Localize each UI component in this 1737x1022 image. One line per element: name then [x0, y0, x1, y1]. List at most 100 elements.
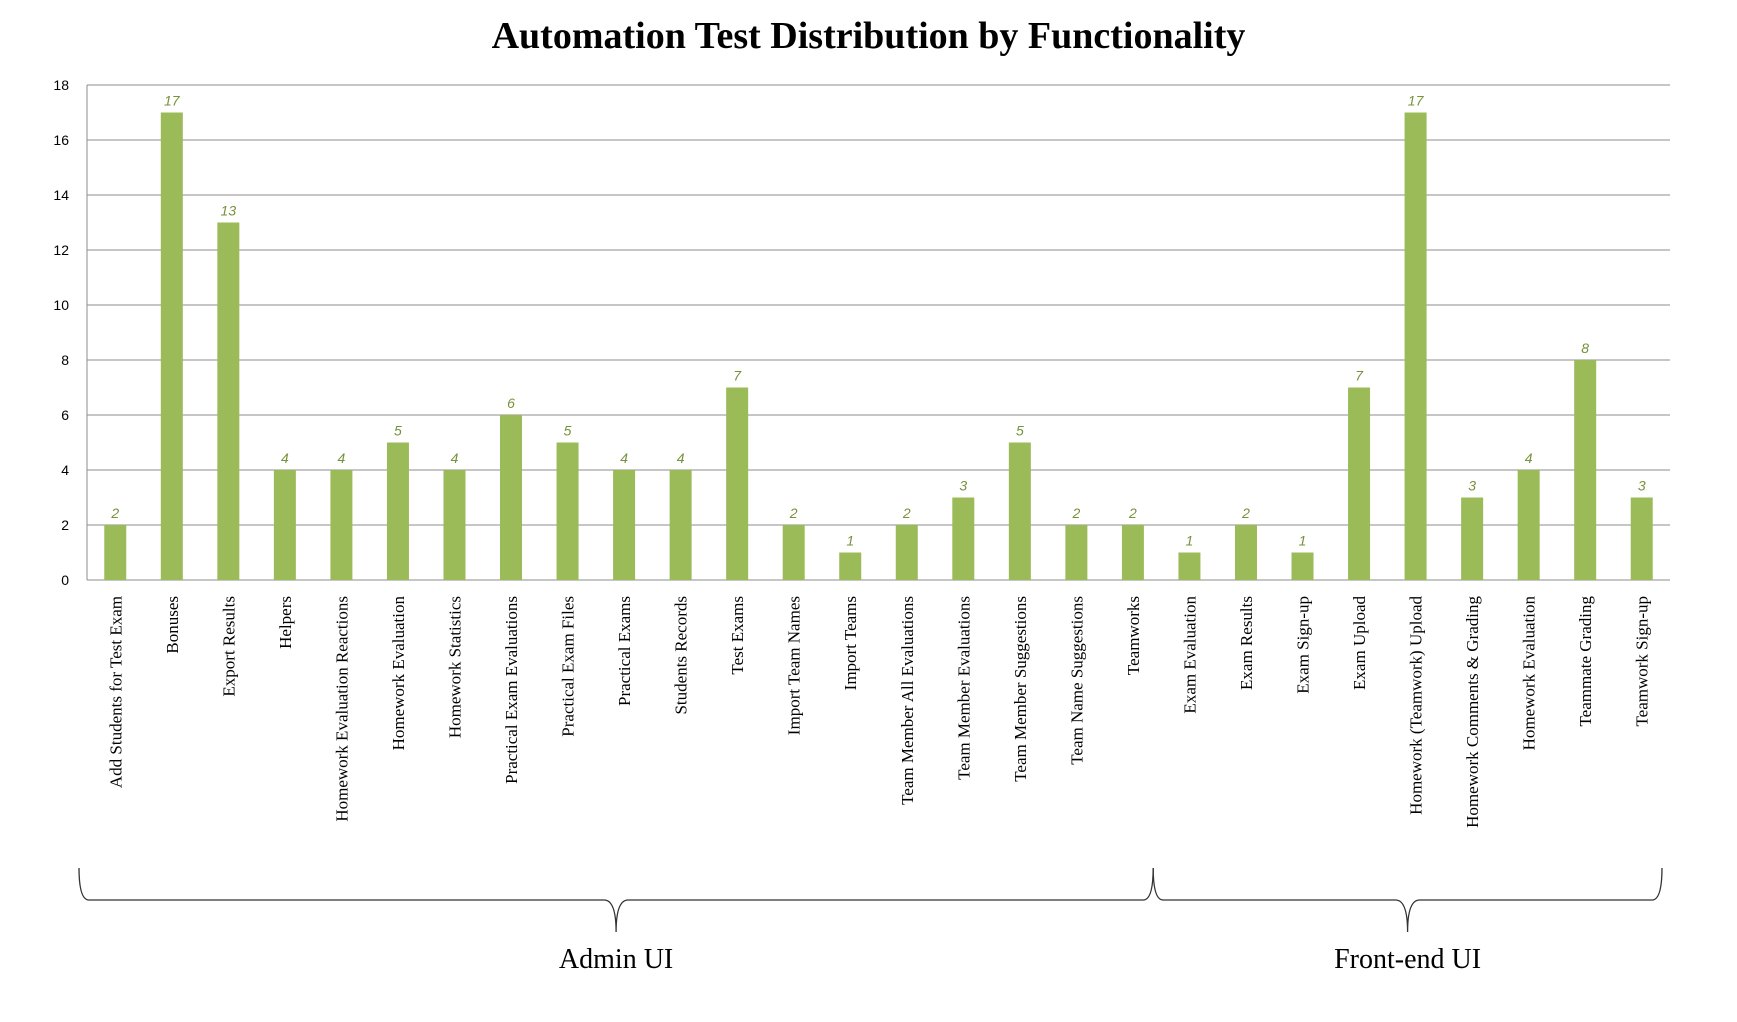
category-label: Import Teams	[841, 596, 860, 690]
category-label: Teamworks	[1124, 596, 1143, 675]
bar	[1121, 525, 1144, 580]
category-label: Helpers	[276, 596, 295, 649]
y-tick-label: 18	[53, 77, 69, 93]
category-label: Team Member All Evaluations	[898, 596, 917, 805]
bar	[386, 442, 409, 580]
data-label: 4	[338, 450, 346, 466]
category-label: Team Member Suggestions	[1011, 596, 1030, 782]
category-label: Bonuses	[163, 596, 182, 654]
group-brace	[1152, 867, 1663, 933]
data-label: 3	[1638, 478, 1646, 494]
category-label: Teamwork Sign-up	[1633, 596, 1652, 727]
category-label: Team Name Suggestions	[1067, 596, 1086, 765]
y-tick-label: 16	[53, 132, 69, 148]
bar	[556, 442, 579, 580]
category-label: Exam Upload	[1350, 596, 1369, 690]
bar	[443, 470, 466, 580]
category-label: Homework Statistics	[445, 596, 464, 738]
data-label: 4	[677, 450, 685, 466]
category-label: Import Team Names	[785, 596, 804, 735]
data-label: 3	[1468, 478, 1476, 494]
data-label: 4	[620, 450, 628, 466]
y-tick-label: 12	[53, 242, 69, 258]
bar	[330, 470, 353, 580]
y-tick-label: 10	[53, 297, 69, 313]
bar	[1234, 525, 1257, 580]
data-label: 7	[1355, 368, 1364, 384]
category-label: Exam Results	[1237, 596, 1256, 690]
data-label: 5	[564, 423, 572, 439]
data-label: 7	[733, 368, 742, 384]
bar	[1065, 525, 1088, 580]
bar	[895, 525, 918, 580]
data-label: 2	[110, 505, 119, 521]
bar	[1461, 497, 1484, 580]
data-label: 2	[902, 505, 911, 521]
data-label: 17	[164, 93, 181, 109]
y-tick-label: 6	[61, 407, 69, 423]
data-label: 1	[1186, 533, 1194, 549]
group-brace	[78, 867, 1154, 933]
bar	[1348, 387, 1371, 580]
data-label: 6	[507, 395, 515, 411]
group-label: Front-end UI	[1334, 944, 1481, 975]
data-label: 5	[1016, 423, 1024, 439]
category-label: Homework Evaluation Reactions	[332, 596, 351, 822]
category-label: Homework Comments & Grading	[1463, 596, 1482, 828]
bar	[726, 387, 749, 580]
bar	[1291, 552, 1314, 580]
category-label: Practical Exam Evaluations	[502, 596, 521, 784]
bar	[782, 525, 805, 580]
data-label: 8	[1581, 340, 1589, 356]
data-label: 1	[1299, 533, 1307, 549]
data-label: 4	[1525, 450, 1533, 466]
category-label: Students Records	[672, 596, 691, 715]
bar	[1404, 112, 1427, 580]
category-label: Export Results	[219, 596, 238, 697]
data-label: 17	[1408, 93, 1425, 109]
data-label: 1	[846, 533, 854, 549]
category-label: Practical Exams	[615, 596, 634, 706]
y-tick-label: 0	[61, 572, 69, 588]
category-label: Test Exams	[728, 596, 747, 675]
y-tick-label: 14	[53, 187, 69, 203]
bar	[613, 470, 636, 580]
bar	[952, 497, 975, 580]
category-label: Homework Evaluation	[1520, 596, 1539, 751]
data-label: 4	[281, 450, 289, 466]
bar	[217, 222, 240, 580]
data-label: 2	[1241, 505, 1250, 521]
y-tick-label: 2	[61, 517, 69, 533]
group-label: Admin UI	[559, 944, 673, 975]
bar	[1008, 442, 1031, 580]
y-tick-label: 8	[61, 352, 69, 368]
bar	[1574, 360, 1597, 580]
data-label: 2	[1128, 505, 1137, 521]
bar	[273, 470, 296, 580]
y-tick-label: 4	[61, 462, 69, 478]
category-label: Add Students for Test Exam	[106, 596, 125, 788]
category-label: Exam Sign-up	[1294, 596, 1313, 694]
data-label: 5	[394, 423, 402, 439]
data-label: 2	[789, 505, 798, 521]
data-label: 2	[1071, 505, 1080, 521]
bar	[104, 525, 127, 580]
chart-title: Automation Test Distribution by Function…	[491, 15, 1246, 57]
category-label: Team Member Evaluations	[954, 596, 973, 780]
bar	[500, 415, 523, 580]
bar	[1178, 552, 1201, 580]
bar	[1630, 497, 1653, 580]
category-label: Teammate Grading	[1576, 596, 1595, 727]
bar	[839, 552, 862, 580]
bar	[669, 470, 692, 580]
category-label: Homework (Teamwork) Upload	[1407, 596, 1426, 815]
category-label: Practical Exam Files	[559, 596, 578, 737]
bar	[160, 112, 183, 580]
data-label: 13	[221, 203, 237, 219]
bar	[1517, 470, 1540, 580]
data-label: 4	[451, 450, 459, 466]
category-label: Exam Evaluation	[1180, 596, 1199, 714]
category-label: Homework Evaluation	[389, 596, 408, 751]
